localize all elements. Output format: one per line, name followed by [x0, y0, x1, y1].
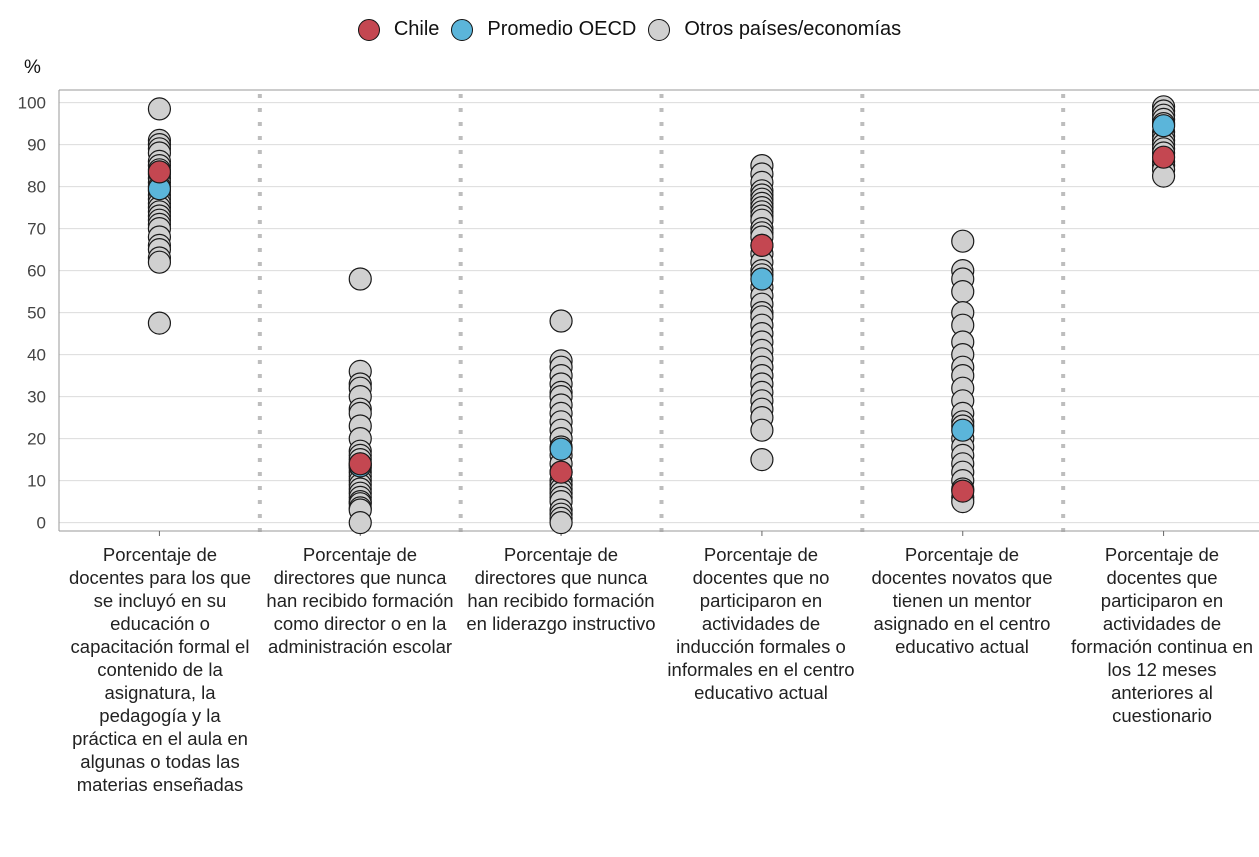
point-other-cat2-26 — [348, 510, 372, 535]
category-label-6: Porcentaje de docentes que participaron … — [1070, 544, 1254, 726]
y-tick-label-10: 10 — [27, 472, 46, 491]
point-oecd-cat5 — [951, 418, 975, 442]
point-other-cat1-1 — [147, 97, 172, 121]
y-tick-label-20: 20 — [27, 430, 46, 449]
point-chile-cat1 — [147, 160, 172, 184]
category-label-2: Porcentaje de directores que nunca han r… — [266, 544, 454, 657]
legend-swatch-oecd — [451, 18, 474, 41]
point-chile-cat6 — [1151, 145, 1176, 169]
y-tick-label-0: 0 — [37, 514, 46, 533]
y-tick-label-30: 30 — [27, 388, 46, 407]
point-other-cat2-1 — [348, 267, 372, 291]
y-tick-label-100: 100 — [18, 94, 46, 113]
category-label-1: Porcentaje de docentes para los que se i… — [68, 544, 252, 795]
y-tick-label-80: 80 — [27, 178, 46, 197]
point-other-cat5-4 — [951, 280, 975, 304]
legend-label-others: Otros países/economías — [684, 18, 902, 40]
point-oecd-cat4 — [750, 267, 774, 291]
point-other-cat1-27 — [147, 250, 172, 274]
point-other-cat1-28 — [147, 311, 172, 335]
legend-item-others: Otros países/economías — [648, 18, 901, 41]
point-chile-cat3 — [549, 460, 573, 484]
point-other-cat5-1 — [951, 229, 975, 253]
legend: Chile Promedio OECD Otros países/economí… — [0, 18, 1259, 41]
legend-swatch-others — [648, 18, 671, 41]
point-chile-cat2 — [348, 452, 372, 476]
y-tick-label-50: 50 — [27, 304, 46, 323]
point-other-cat3-1 — [549, 309, 573, 333]
y-tick-label-90: 90 — [27, 136, 46, 155]
legend-label-chile: Chile — [393, 18, 440, 40]
category-label-3: Porcentaje de directores que nunca han r… — [466, 544, 656, 634]
legend-swatch-chile — [357, 18, 380, 41]
y-unit-label: % — [24, 57, 41, 78]
y-tick-label-60: 60 — [27, 262, 46, 281]
point-oecd-cat3 — [549, 437, 573, 461]
legend-item-chile: Chile — [357, 18, 440, 41]
point-other-cat4-38 — [750, 448, 774, 472]
y-tick-label-70: 70 — [27, 220, 46, 239]
point-chile-cat4 — [750, 233, 774, 257]
legend-label-oecd: Promedio OECD — [487, 18, 637, 40]
point-other-cat4-37 — [750, 418, 774, 442]
y-tick-label-40: 40 — [27, 346, 46, 365]
category-label-4: Porcentaje de docentes que no participar… — [667, 544, 855, 703]
legend-item-oecd: Promedio OECD — [451, 18, 636, 41]
point-chile-cat5 — [951, 479, 975, 503]
point-oecd-cat6 — [1151, 114, 1176, 138]
category-label-5: Porcentaje de docentes novatos que tiene… — [871, 544, 1053, 657]
point-other-cat3-26 — [549, 510, 573, 535]
